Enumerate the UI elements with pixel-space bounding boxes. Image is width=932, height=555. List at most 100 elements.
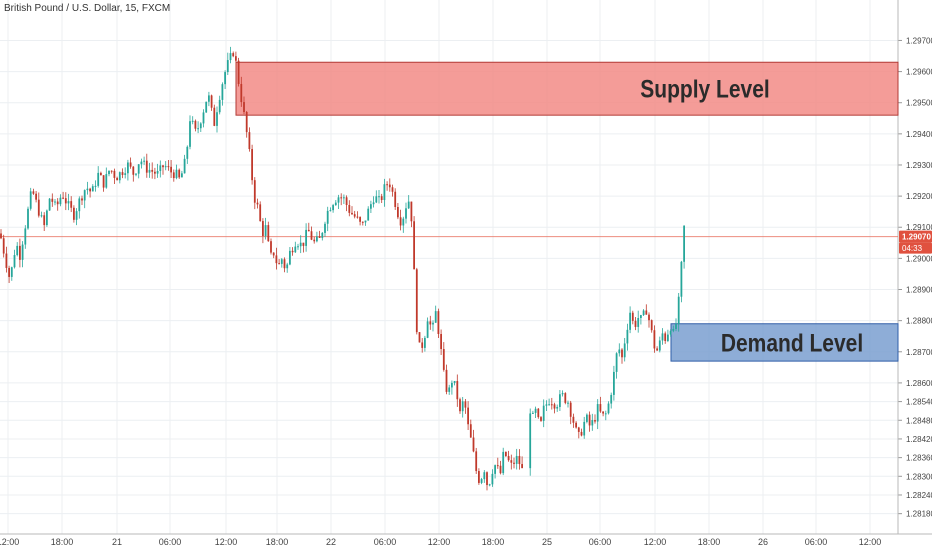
x-tick-label: 12:00 xyxy=(859,537,882,547)
y-tick-label: 1.28700 xyxy=(906,348,932,357)
candle-up xyxy=(672,329,675,331)
candle-down xyxy=(291,250,294,253)
candle-up xyxy=(334,202,337,206)
candle-down xyxy=(100,172,102,176)
candle-up xyxy=(343,197,345,199)
y-tick-label: 1.29400 xyxy=(906,130,932,139)
candle-down xyxy=(162,165,164,168)
demand-zone[interactable] xyxy=(670,323,899,362)
candle-up xyxy=(83,190,86,201)
x-tick-label: 25 xyxy=(542,537,552,547)
candle-up xyxy=(202,112,205,124)
candle-down xyxy=(251,149,253,181)
candle-down xyxy=(580,431,583,436)
candle-down xyxy=(445,369,448,392)
candle-up xyxy=(453,380,456,383)
candle-up xyxy=(29,191,32,209)
candle-up xyxy=(375,196,378,203)
candle-up xyxy=(432,322,434,325)
candle-up xyxy=(405,208,407,219)
candle-down xyxy=(634,320,637,327)
candle-up xyxy=(661,333,664,341)
candle-down xyxy=(81,198,83,201)
candle-down xyxy=(351,212,353,215)
candle-down xyxy=(43,215,46,226)
candle-up xyxy=(183,158,186,174)
candle-down xyxy=(442,349,445,370)
candle-up xyxy=(208,95,210,102)
candle-down xyxy=(664,333,667,341)
candle-down xyxy=(267,225,270,242)
candle-up xyxy=(515,455,518,464)
candle-up xyxy=(16,245,19,256)
x-tick-label: 18:00 xyxy=(482,537,505,547)
candle-down xyxy=(253,180,256,203)
candle-down xyxy=(507,456,510,461)
candle-down xyxy=(245,112,248,133)
candle-up xyxy=(199,123,202,129)
candle-up xyxy=(461,401,464,412)
candle-up xyxy=(532,412,534,414)
candle-down xyxy=(270,241,272,253)
candle-up xyxy=(591,420,594,426)
candle-up xyxy=(205,101,208,113)
candle-up xyxy=(59,197,62,205)
candle-up xyxy=(402,218,405,226)
candle-down xyxy=(283,259,286,269)
candle-down xyxy=(464,401,467,408)
candle-down xyxy=(518,455,521,465)
candle-up xyxy=(502,451,505,474)
candle-up xyxy=(618,349,621,354)
candle-down xyxy=(70,201,73,208)
candle-down xyxy=(2,238,5,254)
candle-up xyxy=(642,310,645,316)
candle-up xyxy=(383,184,386,201)
candle-up xyxy=(264,225,267,236)
candle-up xyxy=(567,402,569,404)
candle-down xyxy=(64,198,67,204)
candle-up xyxy=(424,337,426,348)
supply-zone[interactable] xyxy=(235,61,899,116)
candle-down xyxy=(648,314,650,321)
candle-down xyxy=(394,191,397,207)
candle-down xyxy=(275,255,278,264)
candle-up xyxy=(294,246,297,253)
candle-up xyxy=(54,201,56,203)
candle-up xyxy=(280,259,283,264)
candle-up xyxy=(97,172,100,186)
candle-down xyxy=(459,399,461,412)
candle-down xyxy=(391,187,394,192)
candle-down xyxy=(418,332,421,343)
candle-up xyxy=(604,413,607,415)
candle-up xyxy=(91,186,94,192)
candle-down xyxy=(456,380,459,400)
candle-up xyxy=(548,404,550,406)
candle-down xyxy=(19,245,21,260)
x-tick-label: 22 xyxy=(326,537,336,547)
candle-down xyxy=(73,207,75,220)
candle-down xyxy=(348,205,351,213)
candle-up xyxy=(10,267,13,277)
candle-up xyxy=(140,161,143,165)
y-tick-label: 1.28420 xyxy=(906,435,932,444)
price-tag-value: 1.29070 xyxy=(902,233,931,242)
candle-down xyxy=(132,166,135,175)
x-tick-label: 12:00 xyxy=(428,537,451,547)
candle-up xyxy=(378,196,380,198)
x-tick-label: 18:00 xyxy=(698,537,721,547)
countdown-value: 04:33 xyxy=(902,244,923,253)
candle-up xyxy=(221,84,224,100)
candle-down xyxy=(653,330,656,349)
y-tick-label: 1.28600 xyxy=(906,379,932,388)
candle-up xyxy=(491,473,494,485)
candle-down xyxy=(213,107,216,126)
candle-up xyxy=(329,210,332,212)
price-tag xyxy=(899,230,932,243)
candle-down xyxy=(262,221,264,236)
y-tick-label: 1.29500 xyxy=(906,99,932,108)
candle-up xyxy=(286,264,289,269)
candle-up xyxy=(321,232,324,238)
candle-down xyxy=(353,214,356,217)
candle-up xyxy=(156,170,159,174)
